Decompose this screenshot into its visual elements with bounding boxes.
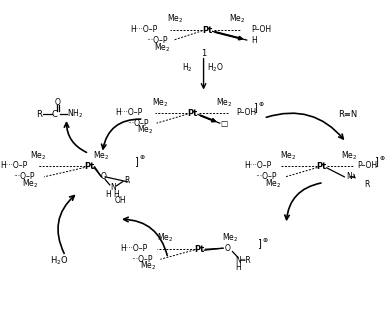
Text: Me$_2$: Me$_2$ [229,13,245,25]
Text: Me$_2$: Me$_2$ [157,232,173,245]
Text: N═R: N═R [235,256,251,265]
Text: R: R [364,180,370,189]
Text: N: N [110,183,116,192]
Text: R: R [36,110,42,119]
Text: $\oplus$: $\oplus$ [258,100,265,108]
Text: Pt: Pt [84,162,94,171]
Text: R≡N: R≡N [339,110,358,119]
Text: Me$_2$: Me$_2$ [137,124,154,136]
Text: Me$_2$: Me$_2$ [154,41,171,54]
Text: P–OH: P–OH [237,108,257,117]
Text: Pt: Pt [317,162,327,171]
Text: H···O–P: H···O–P [0,161,27,170]
Text: H$_2$O: H$_2$O [207,62,223,74]
Text: C: C [51,110,57,119]
Text: O: O [55,97,61,107]
Text: H: H [235,263,241,272]
Text: H: H [251,36,257,45]
Text: OH: OH [114,196,126,205]
Text: □: □ [221,119,228,128]
Text: O: O [101,172,107,181]
Text: H: H [105,190,111,199]
Text: Pt: Pt [194,245,204,254]
Text: H$_2$O: H$_2$O [50,255,68,267]
Text: ]: ] [254,103,257,113]
Text: N: N [347,172,352,181]
Text: Me$_2$: Me$_2$ [22,177,38,190]
Text: ···O–P: ···O–P [13,172,35,181]
Text: H···O–P: H···O–P [120,244,148,253]
Text: P–OH: P–OH [357,161,377,170]
Text: H$_2$: H$_2$ [182,62,193,74]
Text: $\oplus$: $\oplus$ [262,236,269,244]
Text: ···O–P: ···O–P [131,255,152,264]
Text: ···O–P: ···O–P [146,36,167,45]
Text: H: H [114,190,119,199]
Text: R: R [124,176,129,185]
Text: ···O–P: ···O–P [256,172,277,181]
Text: Me$_2$: Me$_2$ [222,232,238,245]
Text: Me$_2$: Me$_2$ [280,149,297,162]
Text: Me$_2$: Me$_2$ [167,13,183,25]
Text: Me$_2$: Me$_2$ [265,177,281,190]
Text: ···O–P: ···O–P [127,119,149,128]
Text: 1: 1 [201,49,206,58]
Text: Me$_2$: Me$_2$ [152,96,169,109]
Text: NH$_2$: NH$_2$ [67,108,83,120]
Text: Me$_2$: Me$_2$ [341,149,358,162]
Text: Me$_2$: Me$_2$ [93,149,110,162]
Text: O: O [225,244,231,253]
Text: $\oplus$: $\oplus$ [379,154,386,162]
Text: H···O–P: H···O–P [244,161,272,170]
Text: ]: ] [257,239,261,249]
Text: H···O–P: H···O–P [115,108,142,117]
Text: P–OH: P–OH [252,24,272,34]
Text: Me$_2$: Me$_2$ [216,96,232,109]
Text: Pt: Pt [202,25,212,35]
Text: Me$_2$: Me$_2$ [140,260,156,272]
Text: Pt: Pt [187,109,198,118]
Text: ]: ] [134,156,138,166]
Text: ]: ] [374,156,378,166]
Text: H···O–P: H···O–P [130,24,157,34]
Text: Me$_2$: Me$_2$ [30,149,47,162]
Text: $\oplus$: $\oplus$ [139,153,146,161]
